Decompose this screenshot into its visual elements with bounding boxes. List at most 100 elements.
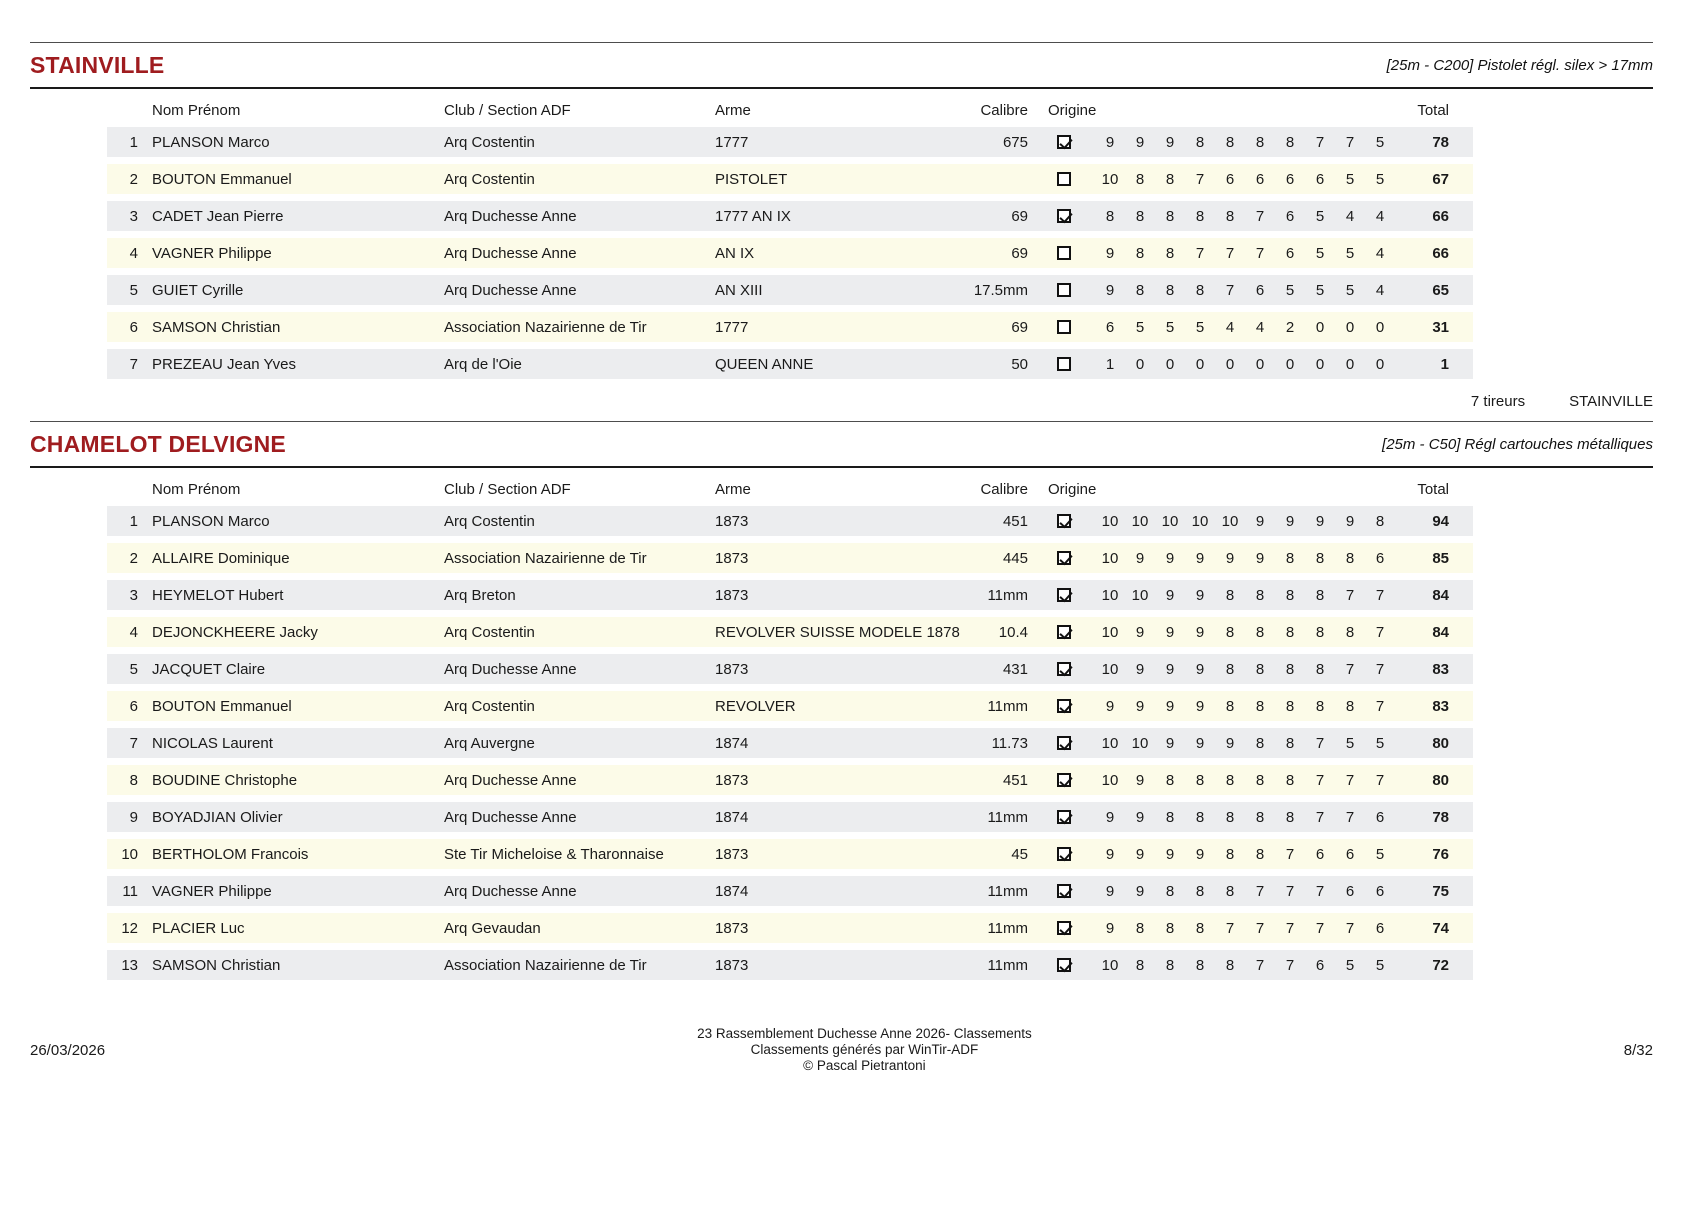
rank-cell: 7 [129,355,138,373]
score-cell: 8 [1165,919,1175,937]
total-cell: 74 [1432,919,1449,937]
name-cell: BOUTON Emmanuel [152,170,292,188]
total-cell: 80 [1432,771,1449,789]
rank-cell: 13 [121,956,138,974]
score-cell: 10 [1221,512,1239,530]
score-cell: 9 [1255,512,1265,530]
score-cell: 8 [1165,207,1175,225]
arme-cell: 1873 [715,771,749,789]
score-cell: 8 [1255,697,1265,715]
origine-checkbox-icon [1056,172,1071,186]
club-cell: Arq Costentin [444,170,535,188]
table-row: 12 PLACIER Luc Arq Gevaudan 1873 11mm 9 8… [107,913,1473,943]
club-cell: Arq Duchesse Anne [444,808,577,826]
club-cell: Arq Auvergne [444,734,535,752]
footer-center-block: 23 Rassemblement Duchesse Anne 2026- Cla… [697,1026,1032,1074]
name-cell: CADET Jean Pierre [152,207,284,225]
score-cell: 10 [1101,956,1119,974]
origine-cell [1032,662,1095,676]
score-cell: 6 [1315,170,1325,188]
score-cell: 7 [1375,586,1385,604]
table-row: 3 CADET Jean Pierre Arq Duchesse Anne 17… [107,201,1473,231]
score-cell: 7 [1315,808,1325,826]
origine-checkbox-icon [1056,135,1071,149]
total-cell: 80 [1432,734,1449,752]
score-cell: 8 [1165,882,1175,900]
score-cell: 10 [1101,771,1119,789]
score-cell: 5 [1345,281,1355,299]
rank-cell: 4 [129,244,138,262]
club-cell: Arq Duchesse Anne [444,244,577,262]
score-cell: 8 [1225,771,1235,789]
table-row: 13 SAMSON Christian Association Nazairie… [107,950,1473,980]
score-cell: 8 [1285,660,1295,678]
score-cell: 7 [1315,133,1325,151]
score-cell: 4 [1225,318,1235,336]
score-cell: 10 [1161,512,1179,530]
table-row: 4 VAGNER Philippe Arq Duchesse Anne AN I… [107,238,1473,268]
footer-copyright: © Pascal Pietrantoni [803,1058,926,1073]
table-row: 9 BOYADJIAN Olivier Arq Duchesse Anne 18… [107,802,1473,832]
origine-cell [1032,514,1095,528]
header-calibre: Calibre [980,101,1028,119]
score-cell: 7 [1375,623,1385,641]
arme-cell: 1874 [715,734,749,752]
score-cell: 0 [1135,355,1145,373]
score-cell: 5 [1315,281,1325,299]
total-cell: 84 [1432,586,1449,604]
score-cell: 9 [1105,281,1115,299]
score-cell: 8 [1225,808,1235,826]
score-cell: 7 [1255,207,1265,225]
name-cell: ALLAIRE Dominique [152,549,290,567]
section-title: STAINVILLE [30,51,165,78]
name-cell: SAMSON Christian [152,956,281,974]
score-cell: 5 [1195,318,1205,336]
score-cell: 8 [1255,586,1265,604]
score-cell: 8 [1315,549,1325,567]
origine-cell [1032,847,1095,861]
section-title-rule [30,87,1653,89]
origine-checkbox-icon [1056,736,1071,750]
origine-cell [1032,810,1095,824]
score-cell: 9 [1225,549,1235,567]
calibre-cell: 11.73 [991,734,1028,752]
score-cell: 7 [1345,808,1355,826]
score-cell: 10 [1101,512,1119,530]
rank-cell: 3 [129,207,138,225]
score-cell: 5 [1375,956,1385,974]
arme-cell: 1777 [715,133,749,151]
score-cell: 9 [1105,808,1115,826]
score-cell: 7 [1315,734,1325,752]
arme-cell: 1873 [715,586,749,604]
score-cell: 6 [1225,170,1235,188]
arme-cell: QUEEN ANNE [715,355,814,373]
score-cell: 9 [1135,882,1145,900]
page-footer: 26/03/2026 23 Rassemblement Duchesse Ann… [30,1026,1653,1074]
total-cell: 75 [1432,882,1449,900]
score-cell: 10 [1101,623,1119,641]
score-cell: 8 [1135,956,1145,974]
rank-cell: 4 [129,623,138,641]
table-row: 7 PREZEAU Jean Yves Arq de l'Oie QUEEN A… [107,349,1473,379]
calibre-cell: 11mm [987,882,1028,900]
score-cell: 9 [1135,623,1145,641]
score-cell: 8 [1285,549,1295,567]
section-subtitle: [25m - C50] Régl cartouches métalliques [1382,435,1653,453]
name-cell: PLANSON Marco [152,133,270,151]
score-cell: 5 [1315,244,1325,262]
table-row: 1 PLANSON Marco Arq Costentin 1873 451 1… [107,506,1473,536]
total-cell: 65 [1432,281,1449,299]
arme-cell: 1873 [715,660,749,678]
score-cell: 10 [1191,512,1209,530]
score-cell: 8 [1195,808,1205,826]
table-row: 10 BERTHOLOM Francois Ste Tir Micheloise… [107,839,1473,869]
section-summary: 7 tireurs STAINVILLE [30,393,1653,413]
score-cell: 4 [1375,207,1385,225]
score-cell: 6 [1315,956,1325,974]
origine-checkbox-icon [1056,884,1071,898]
score-cell: 8 [1345,623,1355,641]
score-cell: 7 [1195,170,1205,188]
arme-cell: REVOLVER SUISSE MODELE 1878 [715,623,960,641]
club-cell: Arq Costentin [444,623,535,641]
origine-checkbox-icon [1056,551,1071,565]
